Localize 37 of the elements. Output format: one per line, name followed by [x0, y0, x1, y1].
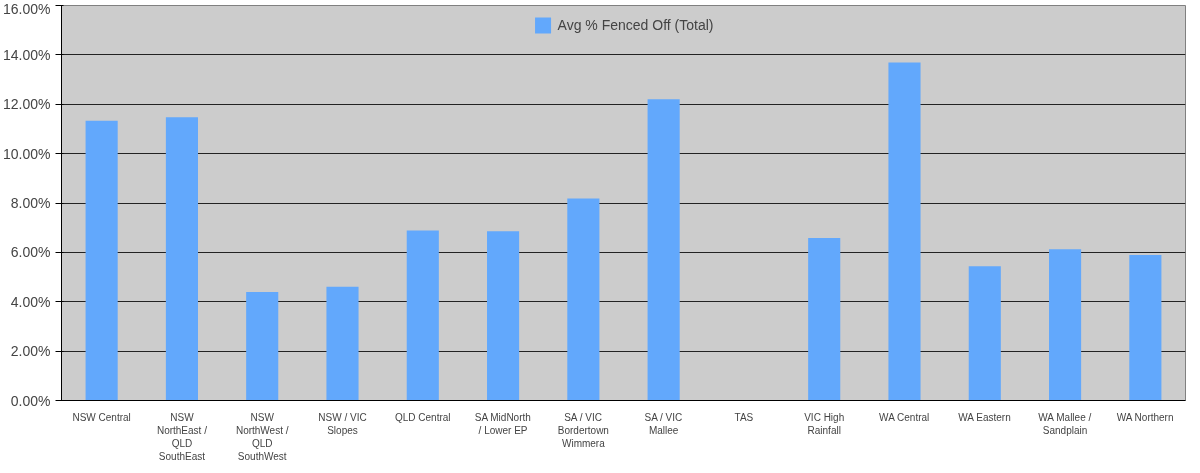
y-tick-label: 16.00%: [3, 0, 51, 17]
x-tick-label: SA MidNorth / Lower EP: [474, 411, 531, 436]
bar: [246, 292, 279, 401]
x-tick-label: TAS: [734, 411, 754, 423]
x-tick-label: WA Northern: [1116, 411, 1174, 423]
y-tick-label: 2.00%: [10, 343, 51, 360]
x-tick-label: NSW NorthWest / QLD SouthWest: [235, 411, 289, 463]
bar: [888, 62, 921, 401]
x-tick-label: QLD Central: [395, 411, 451, 423]
x-tick-label: VIC High Rainfall: [804, 411, 845, 436]
bar: [1129, 255, 1162, 401]
bar: [567, 198, 600, 401]
x-tick-label: NSW Central: [72, 411, 131, 423]
x-tick-label: WA Eastern: [958, 411, 1011, 423]
bar: [808, 238, 841, 401]
bar: [1049, 249, 1082, 401]
y-tick-label: 4.00%: [10, 293, 51, 310]
bar: [85, 120, 118, 401]
y-tick-label: 8.00%: [10, 195, 51, 211]
y-tick-label: 12.00%: [3, 96, 51, 113]
bar: [968, 266, 1001, 401]
bar: [487, 231, 520, 401]
x-tick-label: WA Central: [879, 411, 930, 423]
bar: [326, 286, 359, 401]
y-tick-label: 6.00%: [10, 244, 51, 261]
y-tick-label: 0.00%: [10, 392, 51, 409]
x-tick-label: NSW NorthEast / QLD SouthEast: [156, 411, 208, 463]
y-tick-label: 10.00%: [3, 145, 51, 162]
x-tick-label: NSW / VIC Slopes: [318, 411, 367, 436]
x-tick-label: SA / VIC Mallee: [644, 411, 683, 436]
x-tick-label: WA Mallee / Sandplain: [1038, 411, 1092, 436]
legend-label: Avg % Fenced Off (Total): [557, 17, 714, 33]
bar: [165, 117, 198, 401]
y-tick-label: 14.00%: [3, 46, 51, 63]
bar: [406, 230, 439, 401]
bar: [647, 99, 680, 401]
x-tick-label: SA / VIC Bordertown Wimmera: [557, 411, 609, 449]
